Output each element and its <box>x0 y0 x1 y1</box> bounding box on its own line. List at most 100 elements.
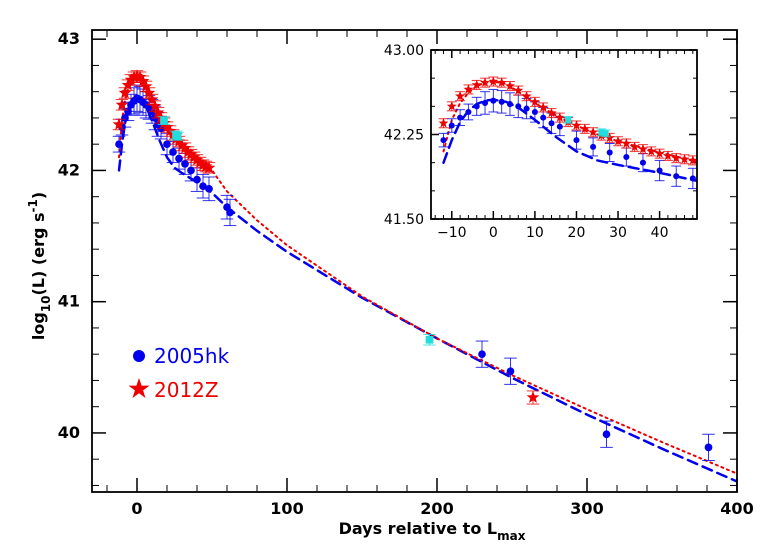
main-plot-area <box>112 69 737 483</box>
marker <box>671 152 682 163</box>
marker <box>565 116 572 123</box>
inset-data-point <box>463 103 474 121</box>
main-data-point <box>526 390 540 405</box>
marker <box>689 175 696 182</box>
marker <box>121 114 129 122</box>
marker <box>148 99 162 112</box>
inset-x-tick-label: 40 <box>651 225 669 241</box>
marker <box>473 103 480 110</box>
marker <box>679 154 690 164</box>
marker <box>178 141 192 154</box>
marker <box>523 105 530 112</box>
main-data-point <box>112 117 126 131</box>
marker <box>463 84 474 94</box>
inset-data-point <box>505 92 515 116</box>
inset-data-point <box>621 138 632 149</box>
marker <box>115 98 129 111</box>
inset-data-point <box>538 106 549 129</box>
marker <box>133 70 147 83</box>
main-data-point <box>600 420 613 448</box>
marker <box>629 141 640 152</box>
marker <box>199 182 207 191</box>
main-y-tick-label: 41 <box>58 292 80 311</box>
inset-data-point <box>654 159 665 182</box>
inset-data-point <box>521 91 532 102</box>
inset-x-tick-label: 10 <box>526 225 544 241</box>
marker <box>548 120 555 127</box>
marker <box>139 79 153 92</box>
inset-data-point <box>488 88 499 113</box>
marker <box>521 91 532 101</box>
main-data-point <box>504 357 517 385</box>
main-x-tick-label: 200 <box>420 499 453 518</box>
inset-data-point <box>455 109 466 126</box>
inset-data-point <box>496 77 507 88</box>
inset-data-point <box>604 143 615 163</box>
marker <box>115 140 123 149</box>
marker <box>163 124 177 137</box>
inset-data-point <box>588 137 599 157</box>
marker <box>604 132 615 143</box>
marker <box>465 108 472 115</box>
marker <box>193 175 201 184</box>
marker <box>538 102 549 112</box>
marker <box>540 114 547 121</box>
marker <box>446 101 457 111</box>
marker <box>621 138 632 148</box>
main-x-tick-label: 0 <box>131 499 142 518</box>
inset-data-point <box>638 143 648 155</box>
marker <box>187 150 201 163</box>
marker <box>579 123 590 134</box>
main-x-tick-label: 400 <box>720 499 753 518</box>
inset-data-point <box>671 165 682 187</box>
inset-data-point <box>496 90 507 114</box>
marker <box>546 107 557 118</box>
marker <box>226 208 234 217</box>
marker <box>151 106 165 119</box>
main-data-point <box>142 86 156 99</box>
inset-x-tick-label: 20 <box>568 225 586 241</box>
marker <box>205 184 213 193</box>
marker <box>160 116 168 125</box>
main-data-point <box>166 141 180 164</box>
inset-data-point <box>600 129 611 138</box>
marker <box>656 167 663 174</box>
inset-data-point <box>654 148 665 159</box>
inset-data-point <box>554 117 565 137</box>
inset-data-point <box>480 91 490 115</box>
main-y-tick-label: 43 <box>58 29 80 48</box>
marker <box>571 120 582 130</box>
inset-data-point <box>571 130 582 150</box>
marker <box>573 137 580 144</box>
inset-data-point <box>588 127 599 138</box>
marker <box>506 101 513 108</box>
inset-data-point <box>488 76 499 87</box>
marker <box>488 76 499 86</box>
marker <box>526 390 540 403</box>
inset-data-point <box>480 77 490 88</box>
inset-data-point <box>521 97 532 120</box>
inset-y-tick-label: 43.00 <box>384 43 424 59</box>
marker <box>181 160 189 168</box>
inset-plot: −10 0 10 20 30 40 41.50 42.25 43.00 <box>384 43 698 241</box>
marker <box>118 86 132 99</box>
inset-data-point <box>471 96 482 116</box>
inset-data-point <box>513 85 524 96</box>
marker <box>505 80 515 91</box>
inset-data-point <box>446 118 457 133</box>
inset-y-tick-label: 42.25 <box>384 128 424 144</box>
y-axis-title: log10(L) (erg s-1) <box>26 192 53 340</box>
inset-data-point <box>571 120 582 131</box>
marker <box>175 138 189 151</box>
inset-y-tick-label: 41.50 <box>384 212 424 228</box>
marker <box>457 114 464 121</box>
marker <box>506 367 515 376</box>
marker <box>646 146 657 156</box>
marker <box>455 91 466 101</box>
inset-data-point <box>505 80 515 92</box>
inset-frame <box>430 49 698 220</box>
main-y-tick-label: 42 <box>58 160 80 179</box>
main-data-point <box>220 194 234 220</box>
inset-data-point <box>579 123 590 134</box>
